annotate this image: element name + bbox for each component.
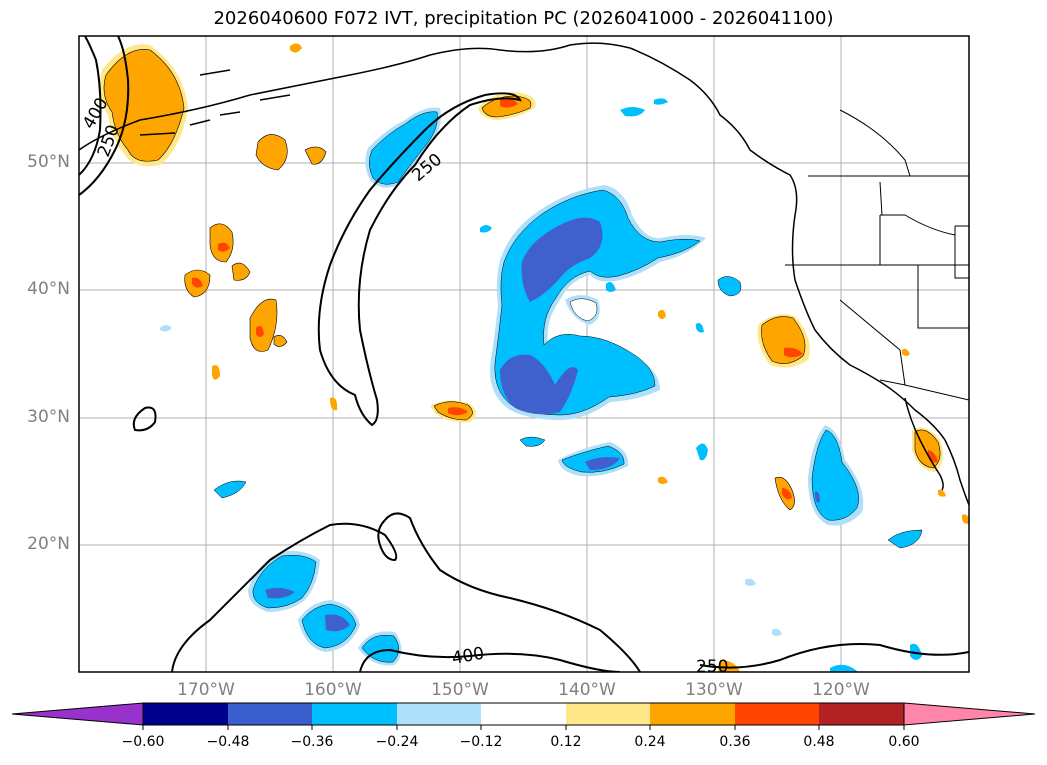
lon-label: 170°W (177, 680, 235, 700)
contour-label: 250 (696, 657, 728, 677)
lon-label: 150°W (431, 680, 489, 700)
map-title: 2026040600 F072 IVT, precipitation PC (2… (213, 8, 834, 29)
map-frame (78, 35, 970, 673)
precip-negative-anomalies (160, 98, 923, 672)
lat-label: 50°N (27, 152, 70, 172)
colorbar (11, 702, 1036, 730)
colorbar-tick: 0.60 (888, 734, 920, 750)
colorbar-tick: 0.48 (803, 734, 835, 750)
colorbar-tick: −0.12 (459, 734, 503, 750)
colorbar-tick: −0.24 (375, 734, 419, 750)
colorbar-tick: 0.24 (634, 734, 666, 750)
lat-label: 40°N (27, 279, 70, 299)
colorbar-tick: 0.36 (719, 734, 751, 750)
ivt-contours (79, 36, 969, 672)
lat-label: 20°N (27, 534, 70, 554)
lon-label: 130°W (685, 680, 743, 700)
coastlines (79, 42, 969, 506)
lat-label: 30°N (27, 407, 70, 427)
political-boundaries (785, 109, 969, 401)
lon-label: 120°W (812, 680, 870, 700)
colorbar-tick: −0.60 (121, 734, 165, 750)
colorbar-tick: −0.48 (206, 734, 250, 750)
lon-label: 140°W (558, 680, 616, 700)
colorbar-tick: 0.12 (550, 734, 582, 750)
lon-label: 160°W (304, 680, 362, 700)
colorbar-tick: −0.36 (290, 734, 334, 750)
contour-label: 400 (450, 644, 485, 669)
